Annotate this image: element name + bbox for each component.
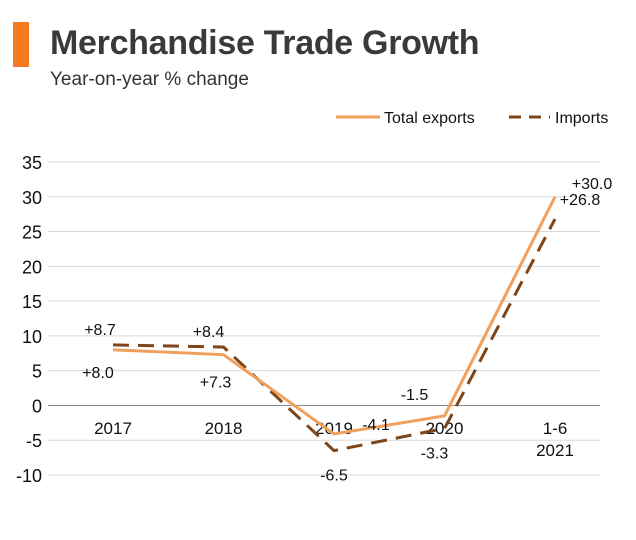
x-tick-label: 2017 (94, 419, 132, 438)
y-tick-label: 25 (22, 223, 42, 243)
data-label: +8.7 (84, 322, 116, 339)
y-tick-label: -10 (16, 466, 42, 486)
chart-title: Merchandise Trade Growth (50, 24, 480, 62)
data-label: +26.8 (560, 192, 601, 209)
series-line-imports (112, 218, 557, 453)
x-tick-label: 2018 (205, 419, 243, 438)
data-label: -1.5 (401, 387, 429, 404)
y-tick-label: 0 (32, 396, 42, 416)
data-label: +30.0 (572, 176, 613, 193)
y-tick-label: -5 (26, 431, 42, 451)
data-label: -6.5 (320, 468, 348, 485)
x-tick-label: 1-6 (543, 419, 568, 438)
y-tick-label: 10 (22, 327, 42, 347)
series-line-total-exports (112, 196, 557, 436)
x-tick-label: 2020 (426, 419, 464, 438)
y-tick-label: 5 (32, 362, 42, 382)
data-label: +8.4 (193, 324, 225, 341)
data-label: -3.3 (421, 445, 449, 462)
legend-label: Imports (555, 110, 608, 127)
chart-subtitle: Year-on-year % change (50, 69, 249, 90)
y-tick-label: 15 (22, 292, 42, 312)
x-tick-label: 2021 (536, 441, 574, 460)
title-accent-bar (13, 22, 29, 67)
y-tick-label: 20 (22, 257, 42, 277)
y-tick-label: 35 (22, 153, 42, 173)
data-label: +7.3 (200, 375, 232, 392)
legend-label: Total exports (384, 110, 475, 127)
data-label: +8.0 (82, 365, 114, 382)
y-tick-label: 30 (22, 188, 42, 208)
data-label: -4.1 (362, 417, 390, 434)
